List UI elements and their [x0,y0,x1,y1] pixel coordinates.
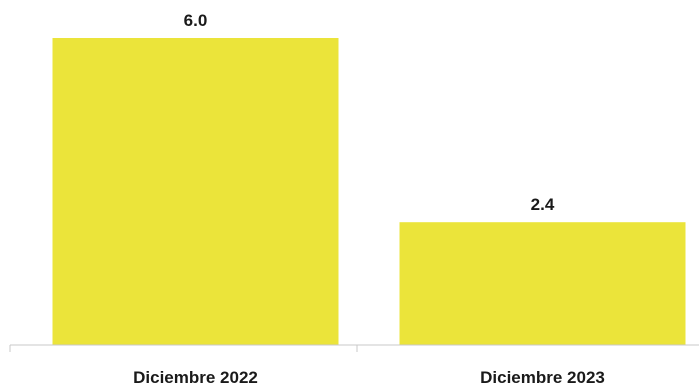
bar-2 [399,222,686,345]
category-label-1: Diciembre 2022 [133,368,258,387]
bars-group [52,38,686,345]
bar-1 [52,38,339,345]
x-axis [9,344,699,352]
data-labels-group: 6.0 2.4 [184,11,555,214]
category-label-2: Diciembre 2023 [480,368,605,387]
data-label-1: 6.0 [184,11,208,30]
category-labels-group: Diciembre 2022 Diciembre 2023 [133,368,605,387]
data-label-2: 2.4 [531,195,555,214]
